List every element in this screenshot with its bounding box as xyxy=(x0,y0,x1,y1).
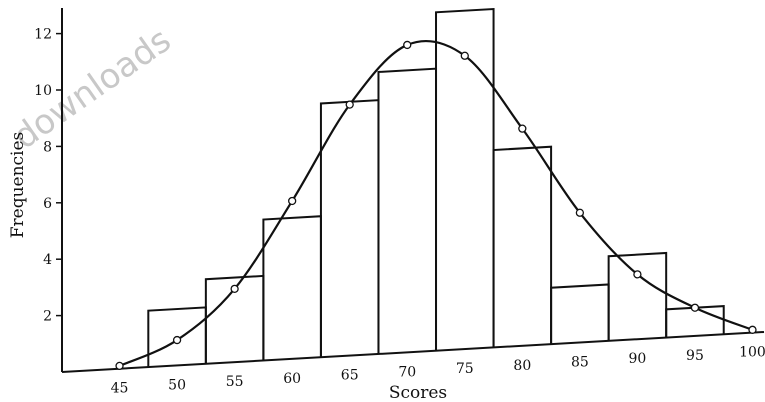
curve-data-point xyxy=(748,325,757,334)
histogram-bar xyxy=(319,99,380,358)
y-ticks: 2 4 6 8 10 12 xyxy=(34,27,62,325)
histogram-bar xyxy=(435,7,495,351)
x-ticks: 45 50 55 60 65 70 75 80 85 90 95 100 xyxy=(111,345,765,397)
x-tick-label: 70 xyxy=(398,364,416,380)
histogram-bar xyxy=(262,215,322,361)
y-axis-label: Frequencies xyxy=(8,132,28,239)
curve-data-point xyxy=(403,40,412,50)
curve-data-point xyxy=(288,196,297,206)
curve-data-point xyxy=(345,100,354,109)
x-tick-label: 45 xyxy=(111,381,129,397)
x-axis-line xyxy=(61,331,765,373)
x-tick-label: 75 xyxy=(456,361,474,377)
y-tick-label: 8 xyxy=(43,139,52,155)
y-tick-label: 10 xyxy=(34,83,52,99)
x-tick-label: 95 xyxy=(686,348,704,364)
histogram-bar xyxy=(607,251,668,341)
x-tick-label: 65 xyxy=(341,368,359,384)
x-tick-label: 100 xyxy=(739,345,765,361)
histogram-bar xyxy=(492,145,553,348)
curve-data-point xyxy=(690,303,700,312)
y-tick-label: 2 xyxy=(43,309,52,325)
curve-data-point xyxy=(115,361,124,371)
x-tick-label: 80 xyxy=(513,358,531,374)
x-tick-label: 60 xyxy=(283,371,301,387)
y-tick-label: 6 xyxy=(43,196,52,212)
axes xyxy=(61,8,765,373)
x-axis-label: Scores xyxy=(389,383,447,402)
histogram-bar xyxy=(550,283,610,345)
frequency-curve xyxy=(115,39,757,371)
curve-data-point xyxy=(230,284,239,293)
histogram-bar xyxy=(377,67,438,354)
x-tick-label: 50 xyxy=(168,377,186,393)
curve-data-point xyxy=(518,124,527,133)
watermark-text: downloads xyxy=(6,20,178,157)
x-tick-label: 90 xyxy=(628,351,646,367)
curve-data-point xyxy=(575,208,585,217)
curve-data-point xyxy=(460,51,469,60)
y-tick-label: 4 xyxy=(43,252,52,268)
y-tick-label: 12 xyxy=(34,27,52,43)
x-tick-label: 55 xyxy=(226,374,244,390)
curve-data-point xyxy=(633,270,642,279)
x-tick-label: 85 xyxy=(571,354,589,370)
curve-data-point xyxy=(172,335,182,345)
histogram xyxy=(147,7,725,368)
